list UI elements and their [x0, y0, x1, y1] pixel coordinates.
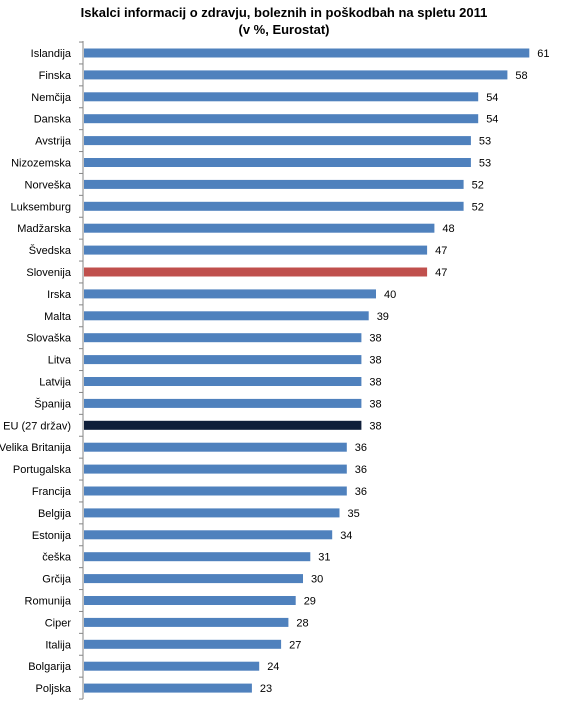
data-label: 40	[384, 289, 396, 301]
bar	[84, 223, 435, 233]
category-label: Avstrija	[35, 136, 72, 148]
data-label: 36	[355, 442, 367, 454]
category-label: Italija	[45, 639, 72, 651]
data-label: 53	[479, 158, 491, 170]
data-label: 31	[318, 552, 330, 564]
bar	[84, 355, 362, 365]
category-label: Romunija	[25, 596, 72, 608]
data-label: 47	[435, 245, 447, 257]
category-label: Latvija	[39, 377, 72, 389]
category-label: Irska	[47, 289, 72, 301]
category-label: Slovaška	[26, 333, 72, 345]
data-label: 48	[442, 223, 454, 235]
bar	[84, 92, 479, 102]
category-label: Litva	[48, 355, 72, 367]
chart-title: Iskalci informacij o zdravju, boleznih i…	[0, 4, 568, 38]
data-label: 38	[369, 333, 381, 345]
bar	[84, 661, 260, 671]
data-label: 47	[435, 267, 447, 279]
data-label: 52	[472, 179, 484, 191]
bar	[84, 420, 362, 430]
data-label: 30	[311, 574, 323, 586]
chart-title-main: Iskalci informacij o zdravju, boleznih i…	[80, 5, 488, 20]
data-label: 54	[486, 114, 498, 126]
data-label: 34	[340, 530, 352, 542]
data-label: 58	[515, 70, 527, 82]
bar	[84, 574, 303, 584]
data-label: 61	[537, 48, 549, 60]
data-label: 38	[369, 377, 381, 389]
category-label: Poljska	[36, 683, 72, 695]
data-label: 35	[348, 508, 360, 520]
data-label: 28	[296, 617, 308, 629]
data-label: 36	[355, 486, 367, 498]
bar	[84, 136, 471, 146]
data-label: 24	[267, 661, 279, 673]
category-label: Ciper	[45, 617, 72, 629]
category-label: Slovenija	[26, 267, 72, 279]
chart-subtitle: (v %, Eurostat)	[238, 22, 330, 37]
category-label: Nemčija	[31, 92, 72, 104]
bar	[84, 552, 311, 562]
bar	[84, 464, 347, 474]
bar	[84, 617, 289, 627]
data-label: 52	[472, 201, 484, 213]
bar	[84, 179, 464, 189]
bar	[84, 398, 362, 408]
bar	[84, 48, 530, 58]
bar	[84, 508, 340, 518]
category-label: EU (27 držav)	[3, 420, 71, 432]
data-label: 36	[355, 464, 367, 476]
category-label: češka	[42, 552, 72, 564]
bar	[84, 333, 362, 343]
category-label: Francija	[32, 486, 72, 498]
bar	[84, 596, 296, 605]
data-label: 38	[369, 355, 381, 367]
category-label: Švedska	[29, 244, 72, 257]
category-label: Madžarska	[17, 223, 72, 235]
bar	[84, 158, 471, 167]
bar	[84, 114, 479, 124]
category-label: Danska	[34, 114, 72, 126]
category-label: Belgija	[38, 508, 72, 520]
data-label: 54	[486, 92, 498, 104]
data-label: 27	[289, 639, 301, 651]
bar	[84, 311, 369, 321]
data-label: 38	[369, 420, 381, 432]
category-label: Portugalska	[13, 464, 72, 476]
bar	[84, 267, 428, 277]
bar	[84, 530, 333, 540]
bar	[84, 201, 464, 211]
data-label: 38	[369, 398, 381, 410]
bar	[84, 70, 508, 80]
bar	[84, 486, 347, 496]
category-label: Nizozemska	[11, 158, 72, 170]
bar	[84, 245, 428, 255]
data-label: 29	[304, 596, 316, 608]
bar	[84, 442, 347, 452]
category-label: Grčija	[42, 574, 72, 586]
bar	[84, 639, 282, 649]
category-label: Bolgarija	[28, 661, 72, 673]
category-label: Španija	[34, 397, 72, 410]
category-label: Luksemburg	[10, 201, 71, 213]
bar	[84, 289, 376, 299]
category-label: Norveška	[25, 179, 72, 191]
data-label: 23	[260, 683, 272, 695]
category-label: Finska	[39, 70, 72, 82]
category-label: Malta	[44, 311, 72, 323]
data-label: 39	[377, 311, 389, 323]
category-label: Velika Britanija	[0, 442, 72, 454]
data-label: 53	[479, 136, 491, 148]
bar	[84, 683, 252, 693]
category-label: Islandija	[31, 48, 72, 60]
bar	[84, 377, 362, 386]
category-label: Estonija	[32, 530, 72, 542]
